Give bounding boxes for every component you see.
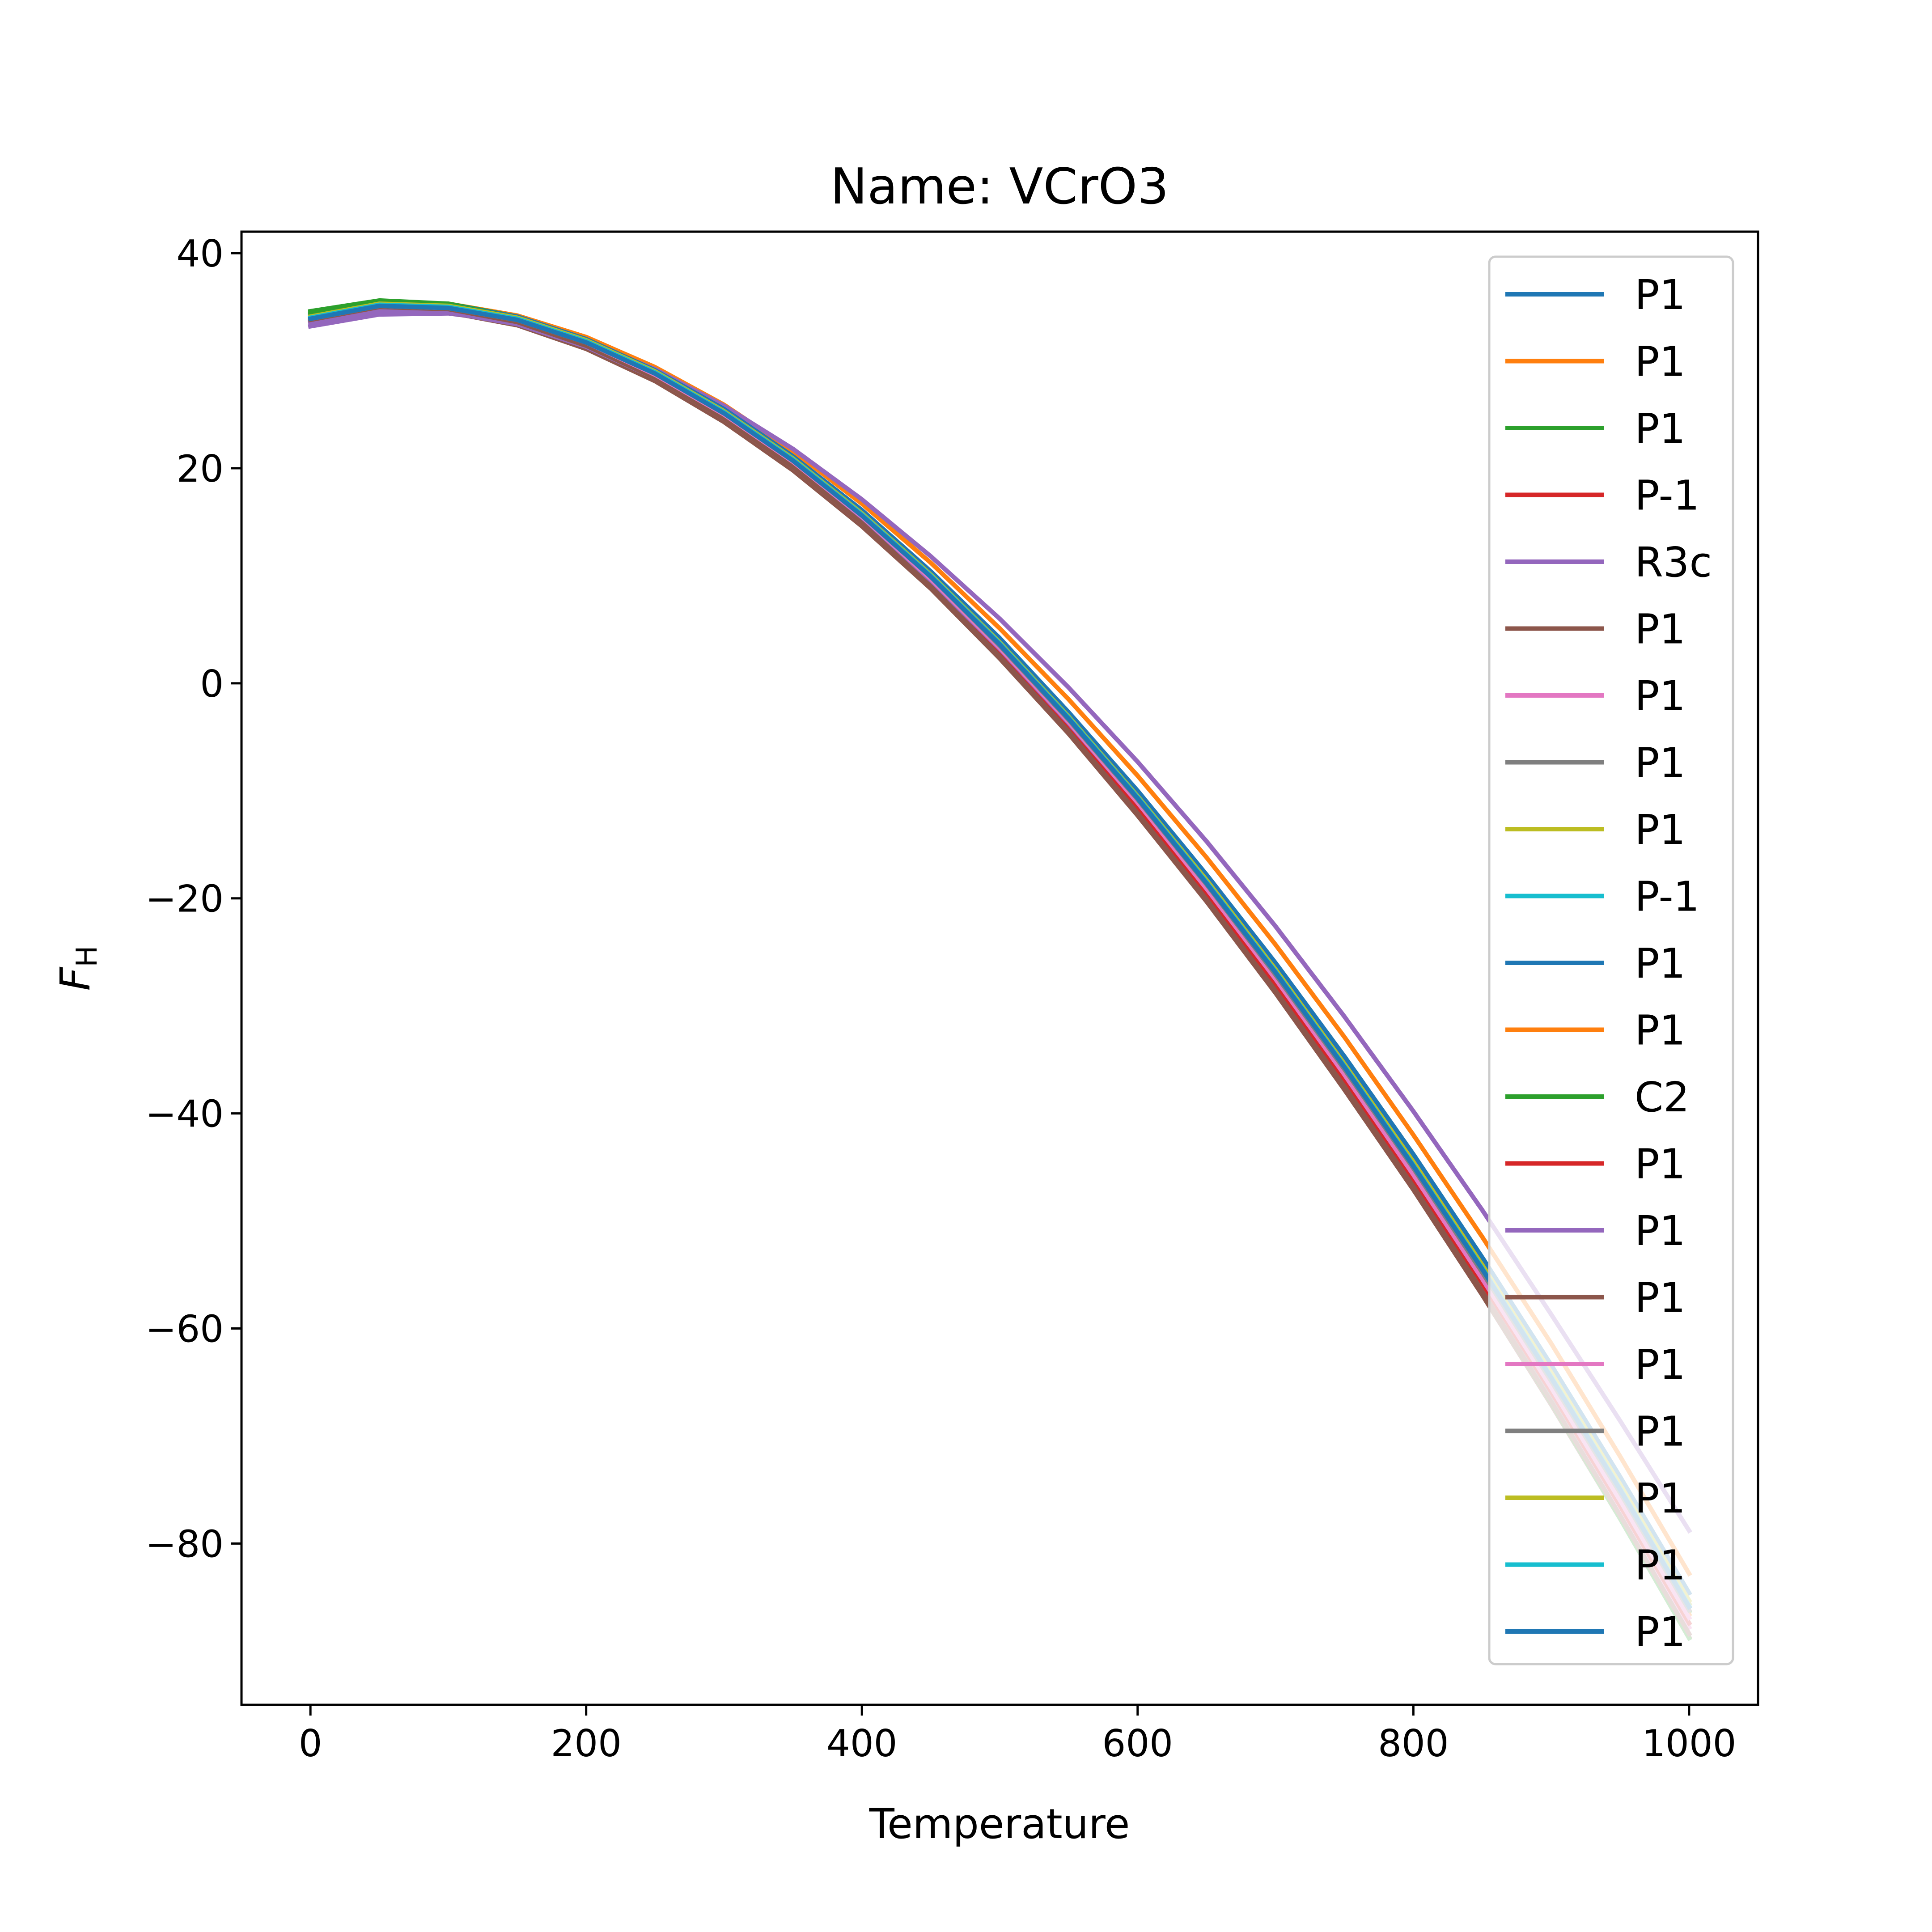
legend-label-11: P1 xyxy=(1635,940,1686,987)
legend-label-8: P1 xyxy=(1635,739,1686,787)
legend-label-14: P1 xyxy=(1635,1140,1686,1188)
y-axis-label: FH xyxy=(51,945,104,991)
legend-label-21: P1 xyxy=(1635,1608,1686,1656)
legend-label-10: P-1 xyxy=(1635,873,1699,921)
x-tick-label: 1000 xyxy=(1642,1722,1736,1765)
y-tick-label: 0 xyxy=(200,662,224,706)
x-tick-label: 800 xyxy=(1378,1722,1449,1765)
y-tick-label: −20 xyxy=(145,877,224,921)
y-tick-label: −40 xyxy=(145,1093,224,1136)
legend-label-4: P-1 xyxy=(1635,472,1699,520)
y-tick-label: 40 xyxy=(176,232,224,275)
legend-label-19: P1 xyxy=(1635,1474,1686,1522)
legend-label-12: P1 xyxy=(1635,1007,1686,1055)
legend-box xyxy=(1488,255,1734,1665)
legend-label-1: P1 xyxy=(1635,271,1686,319)
series-line-16 xyxy=(308,305,1692,1637)
y-axis-ticks: 40 20 0 −20 −40 −60 −80 xyxy=(145,232,242,1566)
legend-label-13: C2 xyxy=(1635,1073,1690,1121)
chart-title: Name: VCrO3 xyxy=(830,158,1169,216)
legend-label-6: P1 xyxy=(1635,606,1686,653)
legend-label-17: P1 xyxy=(1635,1341,1686,1389)
plot-frame xyxy=(240,230,1759,1706)
legend-label-15: P1 xyxy=(1635,1207,1686,1255)
legend-label-20: P1 xyxy=(1635,1542,1686,1589)
legend-items: P1 P1 P1 P-1 R3c P1 P1 P1 P1 P-1 P1 P1 C2 P1 P1 P1 P1 P1 P… xyxy=(1505,271,1712,1656)
legend-label-7: P1 xyxy=(1635,672,1686,720)
series-line-21 xyxy=(308,303,1692,1610)
series-lines xyxy=(308,298,1692,1641)
x-tick-label: 0 xyxy=(299,1722,322,1765)
legend-label-16: P1 xyxy=(1635,1274,1686,1322)
y-axis-label-main: F xyxy=(51,967,99,991)
x-axis-label: Temperature xyxy=(869,1800,1130,1848)
y-tick-label: 20 xyxy=(176,447,224,491)
y-tick-label: −60 xyxy=(145,1307,224,1351)
legend-label-9: P1 xyxy=(1635,806,1686,854)
legend-label-5: R3c xyxy=(1635,538,1712,586)
x-tick-label: 400 xyxy=(826,1722,897,1765)
legend-label-2: P1 xyxy=(1635,338,1686,386)
legend-label-3: P1 xyxy=(1635,405,1686,453)
y-tick-label: −80 xyxy=(145,1522,224,1566)
x-tick-label: 600 xyxy=(1102,1722,1173,1765)
x-tick-label: 200 xyxy=(551,1722,621,1765)
legend-label-18: P1 xyxy=(1635,1408,1686,1456)
legend: P1 P1 P1 P-1 R3c P1 P1 P1 P1 P-1 P1 P1 C2 P1 P1 P1 P1 P1 P… xyxy=(1488,255,1734,1665)
y-axis-label-sub: H xyxy=(71,945,104,967)
x-axis-ticks: 0 200 400 600 800 1000 xyxy=(299,1705,1736,1765)
